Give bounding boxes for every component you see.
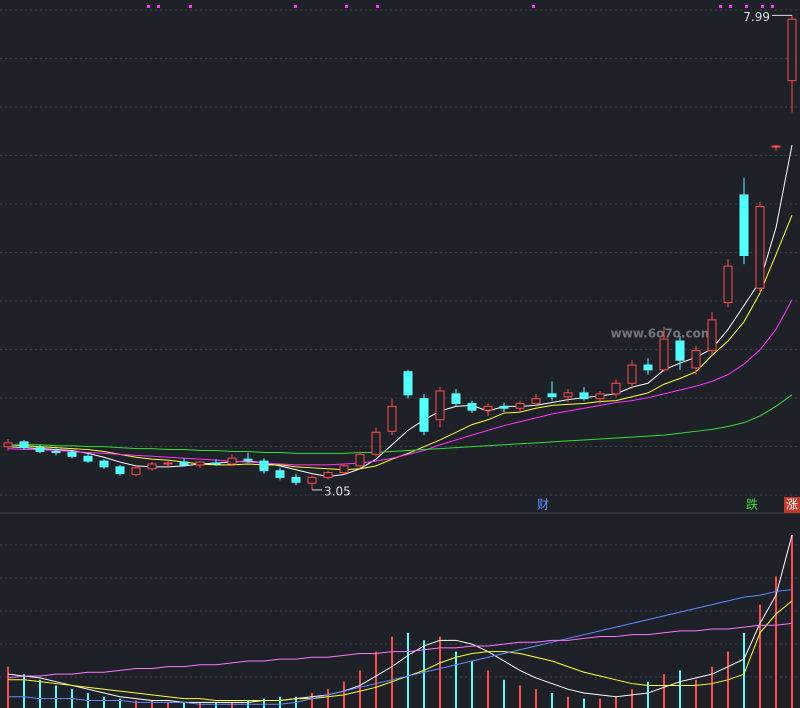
marker: 跌 bbox=[746, 497, 758, 512]
candle-body bbox=[259, 460, 269, 472]
candle-body bbox=[227, 457, 237, 465]
candle-body bbox=[291, 476, 301, 483]
candle-body bbox=[211, 462, 221, 465]
marker-bg bbox=[784, 497, 800, 513]
ma-line bbox=[8, 394, 793, 454]
annotation-label: 3.05 bbox=[324, 484, 351, 498]
watermark: www.6o7o.com bbox=[611, 327, 714, 341]
candle-body bbox=[723, 265, 733, 304]
candle-body bbox=[467, 402, 477, 411]
candle-body bbox=[627, 364, 637, 384]
candle-body bbox=[99, 460, 109, 468]
candle-body bbox=[19, 441, 29, 449]
candle-body bbox=[67, 451, 77, 457]
candle-body bbox=[691, 350, 701, 369]
candle-body bbox=[307, 476, 317, 484]
candle-body bbox=[275, 470, 285, 478]
candle-body bbox=[659, 338, 669, 371]
annotation-label: 7.99 bbox=[743, 10, 770, 24]
ma-line bbox=[7, 534, 793, 703]
candle-body bbox=[531, 398, 541, 404]
candle-body bbox=[595, 393, 605, 400]
candle-body bbox=[51, 450, 61, 453]
candle-body bbox=[83, 455, 93, 462]
candle-body bbox=[707, 319, 717, 352]
candle-body bbox=[163, 462, 173, 465]
candle-body bbox=[3, 442, 13, 448]
candle-body bbox=[35, 447, 45, 452]
marker: 财 bbox=[537, 498, 549, 512]
candle-body bbox=[179, 461, 189, 466]
candle-body bbox=[547, 393, 557, 398]
candle-body bbox=[387, 405, 397, 432]
candle-body bbox=[419, 398, 429, 432]
ma-line bbox=[8, 589, 793, 705]
candle-body bbox=[147, 463, 157, 470]
ma-line bbox=[7, 144, 793, 477]
candle-body bbox=[451, 393, 461, 404]
candle-body bbox=[563, 392, 573, 398]
ma-line bbox=[8, 600, 793, 701]
candle-body bbox=[739, 194, 749, 257]
candle-body bbox=[643, 364, 653, 371]
candle-body bbox=[323, 472, 333, 478]
candle-body bbox=[675, 340, 685, 361]
candle-body bbox=[243, 458, 253, 461]
candle-body bbox=[115, 466, 125, 475]
candle-body bbox=[515, 402, 525, 409]
candle-body bbox=[611, 382, 621, 395]
ma-line bbox=[7, 299, 793, 466]
candle-body bbox=[371, 431, 381, 455]
candle-body bbox=[435, 390, 445, 421]
ma-line bbox=[7, 214, 793, 471]
ma-line bbox=[7, 622, 793, 679]
candle-body bbox=[355, 453, 365, 467]
candle-body bbox=[579, 392, 589, 400]
candle-body bbox=[787, 18, 797, 82]
candle-body bbox=[483, 405, 493, 411]
candle-body bbox=[195, 461, 205, 466]
candle-body bbox=[771, 145, 781, 148]
candle-body bbox=[755, 206, 765, 289]
candle-body bbox=[499, 405, 509, 409]
marker: 涨 bbox=[786, 497, 798, 512]
top-dots bbox=[147, 5, 774, 8]
candle-body bbox=[131, 467, 141, 476]
candle-body bbox=[403, 371, 413, 396]
candle-body bbox=[339, 465, 349, 474]
